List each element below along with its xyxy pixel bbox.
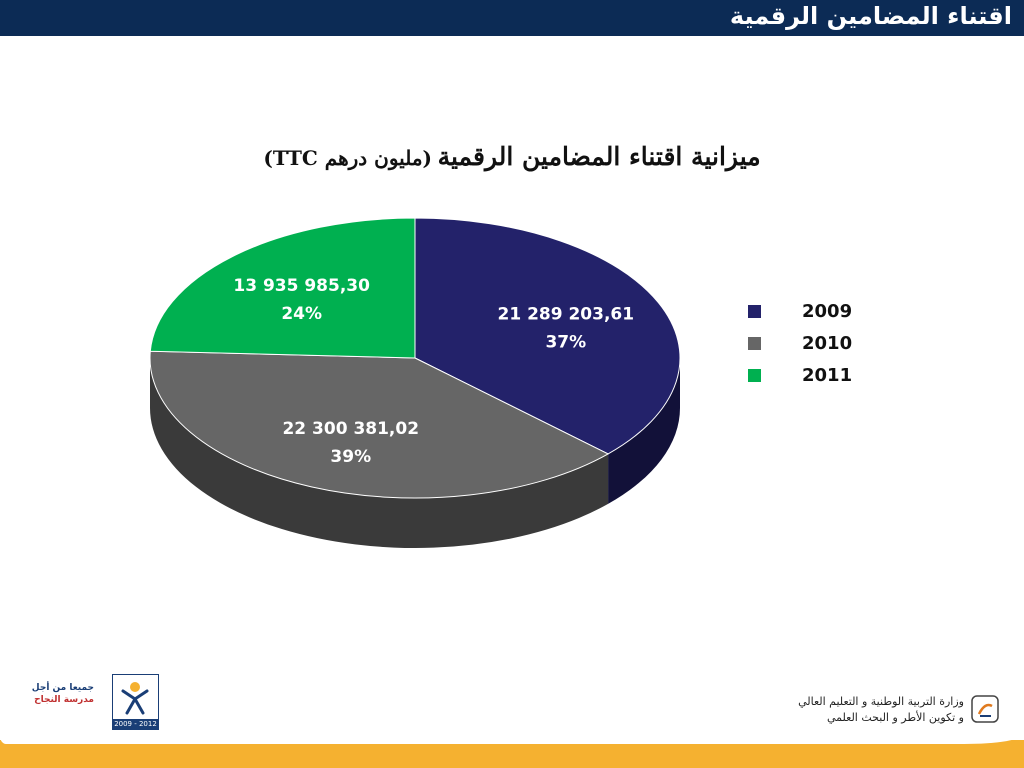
ministry-line2: و تكوين الأطر و البحث العلمي <box>826 711 964 724</box>
chart-title: ميزانية اقتناء المضامين الرقمية (مليون د… <box>0 142 1024 171</box>
star-figure-icon <box>121 682 149 715</box>
legend-swatch-2009 <box>748 305 761 318</box>
data-label-value-2010: 22 300 381,02 <box>282 419 419 439</box>
data-label-percent-2011: 24% <box>281 304 322 324</box>
ministry-line1: وزارة التربية الوطنية و التعليم العالي <box>798 695 964 708</box>
pie-slice-2010 <box>149 350 610 499</box>
campaign-logo: جميعا من أجل مدرسة النجاح 2009 - 2012 <box>22 672 162 732</box>
pie-side-2010 <box>150 358 609 548</box>
campaign-logo-text: جميعا من أجل مدرسة النجاح <box>22 682 94 706</box>
data-label-percent-2010: 39% <box>330 447 371 467</box>
ministry-name: وزارة التربية الوطنية و التعليم العالي و… <box>798 694 964 726</box>
ministry-emblem-icon <box>971 695 999 723</box>
legend-swatch-2010 <box>748 337 761 350</box>
chart-title-sub: (مليون درهم TTC) <box>263 146 433 170</box>
campaign-logo-line2: مدرسة النجاح <box>34 695 94 705</box>
header-bar: اقتناء المضامين الرقمية <box>0 0 1024 36</box>
pie-slice-2011 <box>149 217 416 359</box>
legend-swatch-2011 <box>748 369 761 382</box>
legend-label-2011: 2011 <box>802 365 853 386</box>
pie-side-2009 <box>608 358 680 504</box>
footer-stripe-curve <box>0 730 1024 744</box>
chart-title-main: ميزانية اقتناء المضامين الرقمية <box>437 142 761 171</box>
pie-slice-2009 <box>414 217 681 455</box>
data-label-value-2011: 13 935 985,30 <box>233 276 370 296</box>
campaign-years: 2009 - 2012 <box>113 719 158 729</box>
campaign-logo-line1: جميعا من أجل <box>31 683 94 693</box>
campaign-emblem: 2009 - 2012 <box>112 674 159 730</box>
legend-label-2009: 2009 <box>802 301 853 322</box>
data-label-percent-2009: 37% <box>545 333 586 353</box>
data-label-value-2009: 21 289 203,61 <box>498 305 635 325</box>
slide-title: اقتناء المضامين الرقمية <box>729 2 1012 30</box>
footer-stripe <box>0 740 1024 768</box>
legend-label-2010: 2010 <box>802 333 853 354</box>
ministry-logo: وزارة التربية الوطنية و التعليم العالي و… <box>730 690 1000 730</box>
